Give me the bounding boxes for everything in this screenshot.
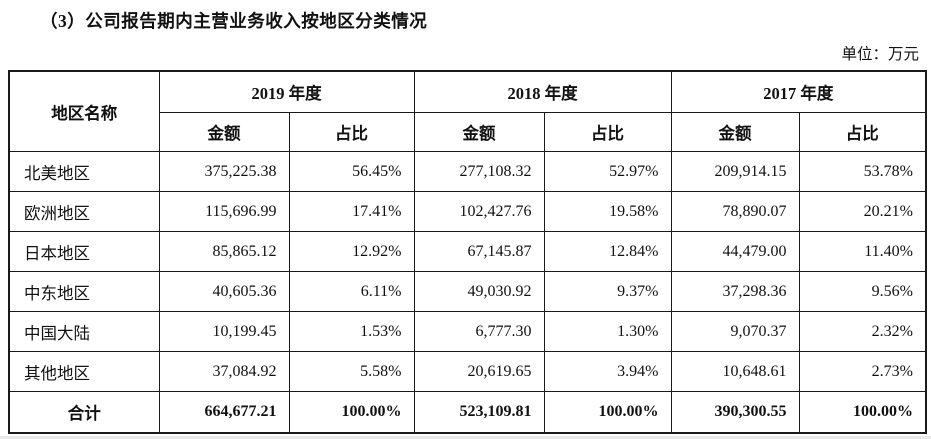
cell-2017-ratio: 2.73% — [798, 351, 927, 392]
total-2019-amount: 664,677.21 — [158, 391, 290, 434]
cell-2018-amount: 49,030.92 — [413, 271, 545, 312]
table-row: 其他地区 37,084.92 5.58% 20,619.65 3.94% 10,… — [8, 351, 927, 392]
table-row: 日本地区 85,865.12 12.92% 67,145.87 12.84% 4… — [8, 231, 927, 272]
total-2017-amount: 390,300.55 — [670, 391, 800, 434]
cell-2017-amount: 209,914.15 — [670, 151, 800, 192]
cell-2018-ratio: 1.30% — [543, 311, 672, 352]
cell-2019-amount: 375,225.38 — [158, 151, 290, 192]
table-row: 欧洲地区 115,696.99 17.41% 102,427.76 19.58%… — [8, 191, 927, 232]
cell-2018-amount: 6,777.30 — [413, 311, 545, 352]
total-2019-ratio: 100.00% — [288, 391, 415, 434]
cell-2019-ratio: 12.92% — [288, 231, 415, 272]
cell-2017-ratio: 2.32% — [798, 311, 927, 352]
cell-2017-amount: 9,070.37 — [670, 311, 800, 352]
cell-2017-ratio: 53.78% — [798, 151, 927, 192]
region-name-cell: 其他地区 — [8, 351, 160, 392]
header-row-subcolumns: 金额 占比 金额 占比 金额 占比 — [9, 112, 927, 152]
ratio-header-2018: 占比 — [543, 112, 672, 152]
region-name-cell: 中东地区 — [8, 271, 160, 312]
unit-label: 单位：万元 — [841, 46, 919, 63]
cell-2019-ratio: 5.58% — [288, 351, 415, 392]
cell-2019-ratio: 6.11% — [288, 271, 415, 312]
cell-2017-ratio: 11.40% — [798, 231, 927, 272]
year-header-2019: 2019 年度 — [158, 70, 415, 113]
cell-2019-ratio: 17.41% — [288, 191, 415, 232]
cell-2017-ratio: 20.21% — [798, 191, 927, 232]
page-bottom-edge — [0, 436, 931, 439]
cell-2017-amount: 78,890.07 — [670, 191, 800, 232]
cell-2019-ratio: 56.45% — [288, 151, 415, 192]
cell-2017-amount: 10,648.61 — [670, 351, 800, 392]
cell-2019-amount: 37,084.92 — [158, 351, 290, 392]
cell-2019-amount: 40,605.36 — [158, 271, 290, 312]
cell-2019-ratio: 1.53% — [288, 311, 415, 352]
table-row: 北美地区 375,225.38 56.45% 277,108.32 52.97%… — [8, 151, 927, 192]
total-row: 合计 664,677.21 100.00% 523,109.81 100.00%… — [8, 391, 927, 434]
total-label-cell: 合计 — [8, 391, 160, 434]
region-name-cell: 日本地区 — [8, 231, 160, 272]
table-row: 中国大陆 10,199.45 1.53% 6,777.30 1.30% 9,07… — [8, 311, 927, 352]
cell-2017-amount: 37,298.36 — [670, 271, 800, 312]
amount-header-2017: 金额 — [670, 112, 800, 152]
region-name-cell: 欧洲地区 — [8, 191, 160, 232]
region-name-header: 地区名称 — [8, 70, 160, 152]
cell-2018-amount: 20,619.65 — [413, 351, 545, 392]
cell-2018-ratio: 3.94% — [543, 351, 672, 392]
header-row-years: 地区名称 2019 年度 2018 年度 2017 年度 — [8, 70, 927, 152]
year-header-2017: 2017 年度 — [670, 70, 927, 113]
cell-2017-ratio: 9.56% — [798, 271, 927, 312]
cell-2018-ratio: 9.37% — [543, 271, 672, 312]
cell-2019-amount: 85,865.12 — [158, 231, 290, 272]
cell-2018-ratio: 19.58% — [543, 191, 672, 232]
table-row: 中东地区 40,605.36 6.11% 49,030.92 9.37% 37,… — [8, 271, 927, 312]
section-title: （3）公司报告期内主营业务收入按地区分类情况 — [40, 11, 428, 31]
total-2018-ratio: 100.00% — [543, 391, 672, 434]
cell-2018-ratio: 52.97% — [543, 151, 672, 192]
amount-header-2019: 金额 — [158, 112, 290, 152]
region-name-cell: 北美地区 — [8, 151, 160, 192]
total-2017-ratio: 100.00% — [798, 391, 927, 434]
cell-2018-amount: 67,145.87 — [413, 231, 545, 272]
year-header-2018: 2018 年度 — [413, 70, 672, 113]
cell-2019-amount: 10,199.45 — [158, 311, 290, 352]
cell-2018-ratio: 12.84% — [543, 231, 672, 272]
cell-2018-amount: 102,427.76 — [413, 191, 545, 232]
total-2018-amount: 523,109.81 — [413, 391, 545, 434]
cell-2019-amount: 115,696.99 — [158, 191, 290, 232]
amount-header-2018: 金额 — [413, 112, 545, 152]
cell-2017-amount: 44,479.00 — [670, 231, 800, 272]
cell-2018-amount: 277,108.32 — [413, 151, 545, 192]
ratio-header-2019: 占比 — [288, 112, 415, 152]
region-name-cell: 中国大陆 — [8, 311, 160, 352]
revenue-by-region-table: 地区名称 2019 年度 2018 年度 2017 年度 金额 占比 金额 占比… — [8, 70, 927, 434]
ratio-header-2017: 占比 — [798, 112, 927, 152]
